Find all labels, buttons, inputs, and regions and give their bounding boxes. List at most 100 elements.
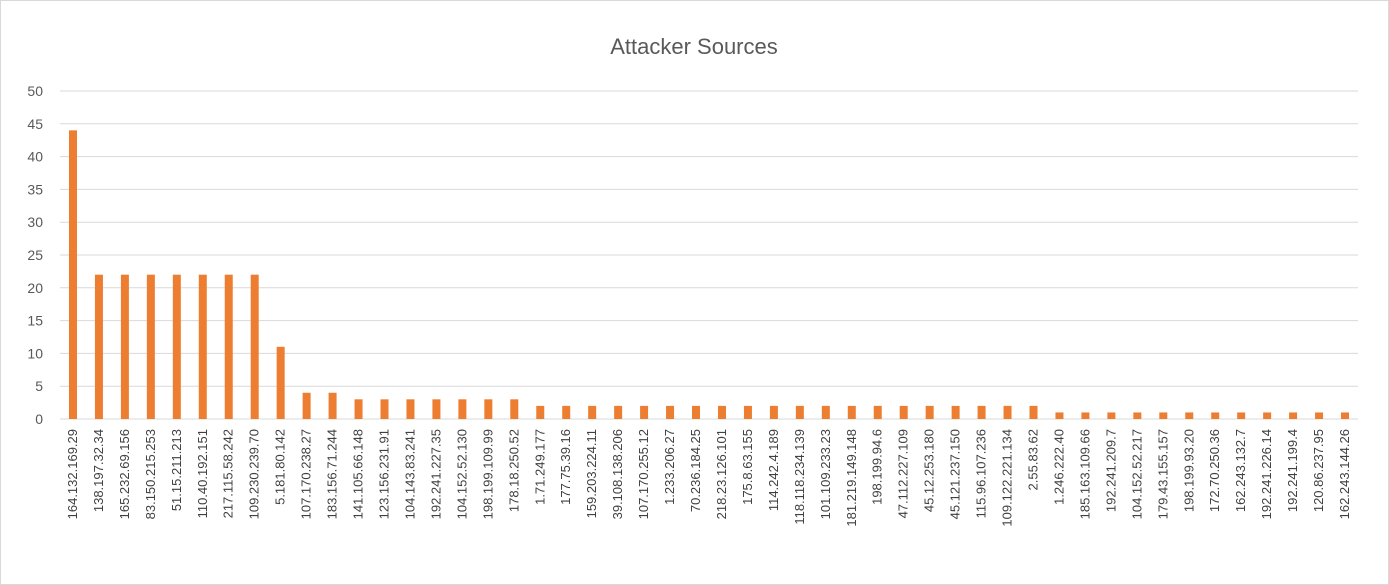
x-tick-label: 104.143.83.241 — [402, 429, 417, 519]
bar — [666, 405, 675, 419]
y-tick-label: 0 — [35, 411, 43, 427]
x-tick-label: 101.109.233.23 — [818, 429, 833, 519]
y-tick-label: 50 — [27, 83, 43, 99]
bar — [1237, 412, 1246, 419]
x-tick-label: 51.15.211.213 — [169, 429, 184, 511]
x-tick-label: 5.181.80.142 — [273, 429, 288, 505]
bar — [224, 274, 233, 419]
x-tick-label: 175.8.63.155 — [740, 429, 755, 505]
bar — [302, 392, 311, 419]
x-tick-label: 185.163.109.66 — [1077, 429, 1092, 519]
bar — [977, 405, 986, 419]
bar — [588, 405, 597, 419]
bar — [795, 405, 804, 419]
x-tick-label: 192.241.199.4 — [1285, 429, 1300, 512]
bar — [873, 405, 882, 419]
x-tick-label: 198.199.94.6 — [870, 429, 885, 505]
y-tick-label: 35 — [27, 181, 43, 197]
x-axis-labels: 164.132.169.29 138.197.32.34 165.232.69.15… — [65, 429, 1352, 527]
bar — [1185, 412, 1194, 419]
y-tick-label: 5 — [35, 378, 43, 394]
x-tick-label: 39.108.138.206 — [610, 429, 625, 519]
bar — [821, 405, 830, 419]
bar — [847, 405, 856, 419]
x-tick-label: 162.243.144.26 — [1337, 429, 1352, 519]
bar — [1341, 412, 1350, 419]
x-tick-label: 1.233.206.27 — [662, 429, 677, 505]
bar — [432, 399, 441, 419]
x-tick-label: 115.96.107.236 — [974, 429, 989, 518]
bar — [562, 405, 571, 419]
x-tick-label: 141.105.66.148 — [351, 429, 366, 519]
x-tick-label: 109.230.239.70 — [247, 429, 262, 519]
x-tick-label: 178.18.250.52 — [506, 429, 521, 512]
y-tick-label: 20 — [27, 280, 43, 296]
x-tick-label: 179.43.155.157 — [1155, 429, 1170, 519]
bar — [250, 274, 259, 419]
x-tick-label: 45.121.237.150 — [948, 429, 963, 519]
x-tick-label: 47.112.227.109 — [896, 429, 911, 518]
x-tick-label: 120.86.237.95 — [1311, 429, 1326, 512]
y-tick-label: 45 — [27, 116, 43, 132]
bar — [68, 130, 77, 420]
bar — [1029, 405, 1038, 419]
x-tick-label: 118.118.234.139 — [792, 429, 807, 525]
x-tick-label: 45.12.253.180 — [922, 429, 937, 512]
x-tick-label: 218.23.126.101 — [714, 429, 729, 519]
bar — [276, 346, 285, 419]
x-tick-label: 104.152.52.130 — [454, 429, 469, 519]
bar — [120, 274, 129, 419]
x-tick-label: 181.219.149.148 — [844, 429, 859, 527]
bar — [380, 399, 389, 419]
x-tick-label: 162.243.132.7 — [1233, 429, 1248, 512]
x-tick-label: 177.75.39.16 — [558, 429, 573, 505]
bar — [1133, 412, 1142, 419]
x-tick-label: 159.203.224.11 — [584, 429, 599, 518]
chart-title: Attacker Sources — [610, 34, 778, 59]
x-tick-label: 164.132.169.29 — [65, 429, 80, 519]
y-tick-label: 25 — [27, 247, 43, 263]
y-tick-label: 10 — [27, 345, 43, 361]
bar — [536, 405, 545, 419]
bar — [743, 405, 752, 419]
bar — [925, 405, 934, 419]
y-tick-label: 30 — [27, 214, 43, 230]
bar — [510, 399, 519, 419]
bar — [94, 274, 103, 419]
bar — [1081, 412, 1090, 419]
x-tick-label: 107.170.255.12 — [636, 429, 651, 519]
x-tick-label: 114.242.4.189 — [766, 429, 781, 511]
x-tick-label: 70.236.184.25 — [688, 429, 703, 512]
y-tick-label: 15 — [27, 313, 43, 329]
bar — [692, 405, 701, 419]
x-tick-label: 83.150.215.253 — [143, 429, 158, 519]
x-tick-label: 110.40.192.151 — [195, 429, 210, 518]
bar — [1159, 412, 1168, 419]
bar — [717, 405, 726, 419]
bar — [1003, 405, 1012, 419]
bar — [769, 405, 778, 419]
bar — [1289, 412, 1298, 419]
x-tick-label: 109.122.221.134 — [1000, 429, 1015, 527]
y-axis-ticks: 0 5 10 15 20 25 30 35 40 45 50 — [27, 83, 43, 427]
x-tick-label: 172.70.250.36 — [1207, 429, 1222, 512]
x-tick-label: 1.246.222.40 — [1051, 429, 1066, 505]
bar — [172, 274, 181, 419]
x-tick-label: 165.232.69.156 — [117, 429, 132, 519]
bar — [458, 399, 467, 419]
bar — [328, 392, 337, 419]
x-tick-label: 198.199.93.20 — [1181, 429, 1196, 512]
bar — [1107, 412, 1116, 419]
bar — [354, 399, 363, 419]
bar — [198, 274, 207, 419]
bar — [951, 405, 960, 419]
bar — [1055, 412, 1064, 419]
y-tick-label: 40 — [27, 149, 43, 165]
bar — [1211, 412, 1220, 419]
x-tick-label: 183.156.71.244 — [325, 429, 340, 519]
bar — [640, 405, 649, 419]
x-tick-label: 107.170.238.27 — [299, 429, 314, 519]
bar — [899, 405, 908, 419]
